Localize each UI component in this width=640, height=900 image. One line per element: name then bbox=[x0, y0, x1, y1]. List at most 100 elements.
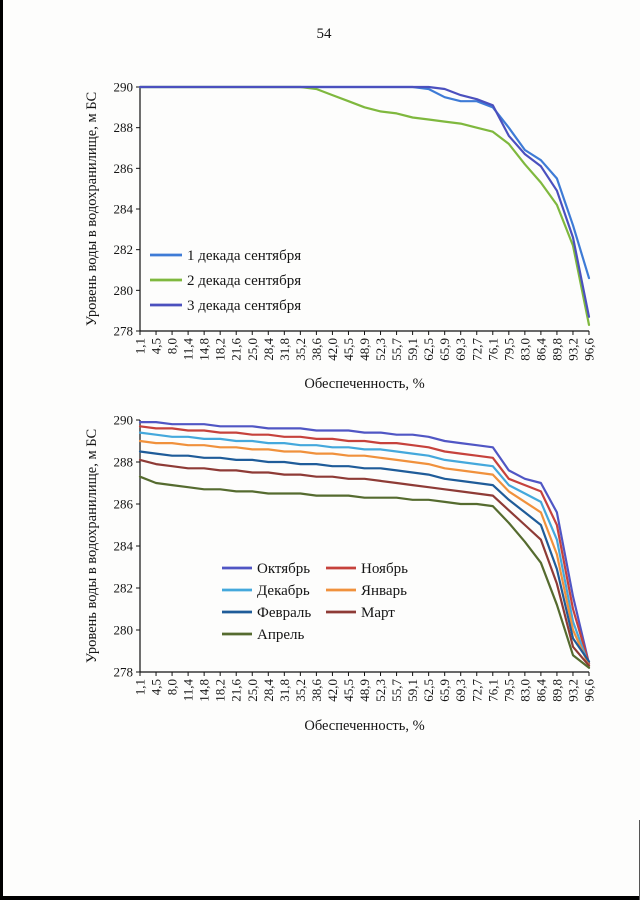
x-axis: 1,1 4,5 8,0 11,4 14,8 18,2 21,6 25,0 28,4 31,8 35,… bbox=[133, 672, 597, 702]
x-tick-label: 38,6 bbox=[309, 679, 324, 702]
x-tick-label: 11,4 bbox=[181, 679, 196, 702]
series-line-Декабрь bbox=[138, 431, 591, 667]
x-tick-label: 28,4 bbox=[261, 679, 276, 702]
x-tick-label: 8,0 bbox=[165, 679, 180, 695]
legend: Октябрь Ноябрь Декабрь Январь Февраль Март Апр… bbox=[222, 561, 408, 643]
y-tick-label: 286 bbox=[114, 161, 134, 176]
x-tick-label: 42,0 bbox=[325, 679, 340, 702]
x-tick-label: 76,1 bbox=[485, 338, 500, 361]
y-tick-label: 290 bbox=[114, 80, 134, 95]
y-tick-label: 288 bbox=[114, 120, 134, 135]
x-tick-label: 38,6 bbox=[309, 338, 324, 361]
y-tick-label: 282 bbox=[114, 242, 134, 257]
x-tick-label: 21,6 bbox=[229, 338, 244, 361]
x-tick-label: 65,9 bbox=[437, 338, 452, 361]
legend-label: Март bbox=[361, 605, 395, 621]
x-tick-label: 8,0 bbox=[165, 338, 180, 354]
series-line-Ноябрь bbox=[138, 425, 591, 665]
x-tick-label: 52,3 bbox=[373, 338, 388, 361]
y-axis-title: Уровень воды в водохранилище, м БС bbox=[84, 429, 100, 663]
x-tick-label: 28,4 bbox=[261, 338, 276, 361]
x-tick-label: 31,8 bbox=[277, 338, 292, 361]
series-line-Январь bbox=[138, 439, 591, 667]
x-tick-label: 89,8 bbox=[549, 679, 564, 702]
scan-edge-bottom bbox=[0, 896, 640, 900]
x-tick-label: 14,8 bbox=[197, 338, 212, 361]
x-tick-label: 21,6 bbox=[229, 679, 244, 702]
y-tick-label: 284 bbox=[114, 539, 134, 554]
x-tick-label: 4,5 bbox=[149, 679, 164, 695]
series-line-Апрель bbox=[138, 475, 591, 669]
legend-label: 3 декада сентября bbox=[187, 298, 301, 314]
x-tick-label: 35,2 bbox=[293, 679, 308, 702]
x-tick-label: 18,2 bbox=[213, 679, 228, 702]
x-tick-label: 59,1 bbox=[405, 338, 420, 361]
y-axis-title: Уровень воды в водохранилище, м БС bbox=[84, 92, 100, 326]
scan-edge-left bbox=[0, 0, 3, 900]
y-tick-label: 278 bbox=[114, 324, 134, 339]
page-number: 54 bbox=[316, 26, 332, 42]
legend-label: Февраль bbox=[257, 605, 311, 621]
x-tick-label: 83,0 bbox=[517, 679, 532, 702]
legend-label: Январь bbox=[361, 583, 407, 599]
legend-label: Ноябрь bbox=[361, 561, 408, 577]
x-tick-label: 93,2 bbox=[565, 679, 580, 702]
x-tick-label: 69,3 bbox=[453, 679, 468, 702]
x-tick-label: 72,7 bbox=[469, 679, 484, 702]
x-tick-label: 1,1 bbox=[133, 338, 148, 354]
y-tick-label: 278 bbox=[114, 665, 134, 680]
x-tick-label: 76,1 bbox=[485, 679, 500, 702]
x-tick-label: 55,7 bbox=[389, 338, 404, 361]
series-line-Март bbox=[138, 458, 591, 667]
series-lines bbox=[138, 85, 591, 326]
y-tick-label: 280 bbox=[114, 623, 134, 638]
x-tick-label: 83,0 bbox=[517, 338, 532, 361]
x-tick-label: 59,1 bbox=[405, 679, 420, 702]
x-tick-label: 1,1 bbox=[133, 679, 148, 695]
axes bbox=[139, 87, 589, 332]
y-tick-label: 288 bbox=[114, 455, 134, 470]
x-tick-label: 62,5 bbox=[421, 338, 436, 361]
x-tick-label: 62,5 bbox=[421, 679, 436, 702]
x-tick-label: 89,8 bbox=[549, 338, 564, 361]
chart-september-decades: 278 280 282 284 286 288 290 1,1 4,5 8,0 11,4 14,8 18… bbox=[84, 80, 597, 393]
x-tick-label: 48,9 bbox=[357, 338, 372, 361]
x-axis-title: Обеспеченность, % bbox=[304, 376, 424, 392]
x-tick-label: 79,5 bbox=[501, 338, 516, 361]
x-tick-label: 18,2 bbox=[213, 338, 228, 361]
y-axis: 278 280 282 284 286 288 290 bbox=[114, 413, 140, 680]
y-axis: 278 280 282 284 286 288 290 bbox=[114, 80, 140, 339]
x-tick-label: 48,9 bbox=[357, 679, 372, 702]
x-tick-label: 69,3 bbox=[453, 338, 468, 361]
chart-monthly-levels: 278 280 282 284 286 288 290 1,1 4,5 8,0 11,4 14,8 18… bbox=[84, 413, 597, 735]
legend-label: Октябрь bbox=[257, 561, 310, 577]
series-line-3 декада сентября bbox=[138, 85, 591, 318]
x-tick-label: 25,0 bbox=[245, 679, 260, 702]
x-tick-label: 79,5 bbox=[501, 679, 516, 702]
legend: 1 декада сентября 2 декада сентября 3 дека… bbox=[150, 248, 301, 314]
x-tick-label: 42,0 bbox=[325, 338, 340, 361]
x-tick-label: 65,9 bbox=[437, 679, 452, 702]
legend-label: 2 декада сентября bbox=[187, 273, 301, 289]
y-tick-label: 286 bbox=[114, 497, 134, 512]
x-tick-label: 52,3 bbox=[373, 679, 388, 702]
x-tick-label: 14,8 bbox=[197, 679, 212, 702]
x-tick-label: 45,5 bbox=[341, 338, 356, 361]
x-tick-label: 72,7 bbox=[469, 338, 484, 361]
x-tick-label: 4,5 bbox=[149, 338, 164, 354]
x-tick-label: 55,7 bbox=[389, 679, 404, 702]
x-axis-title: Обеспеченность, % bbox=[304, 718, 424, 734]
series-line-2 декада сентября bbox=[138, 85, 591, 326]
series-line-Октябрь bbox=[138, 421, 591, 665]
x-tick-label: 45,5 bbox=[341, 679, 356, 702]
x-tick-label: 35,2 bbox=[293, 338, 308, 361]
x-tick-label: 86,4 bbox=[533, 338, 548, 361]
y-tick-label: 284 bbox=[114, 202, 134, 217]
y-tick-label: 290 bbox=[114, 413, 134, 428]
x-tick-label: 31,8 bbox=[277, 679, 292, 702]
series-lines bbox=[138, 421, 591, 669]
x-tick-label: 86,4 bbox=[533, 679, 548, 702]
legend-label: Апрель bbox=[257, 627, 305, 643]
x-tick-label: 25,0 bbox=[245, 338, 260, 361]
